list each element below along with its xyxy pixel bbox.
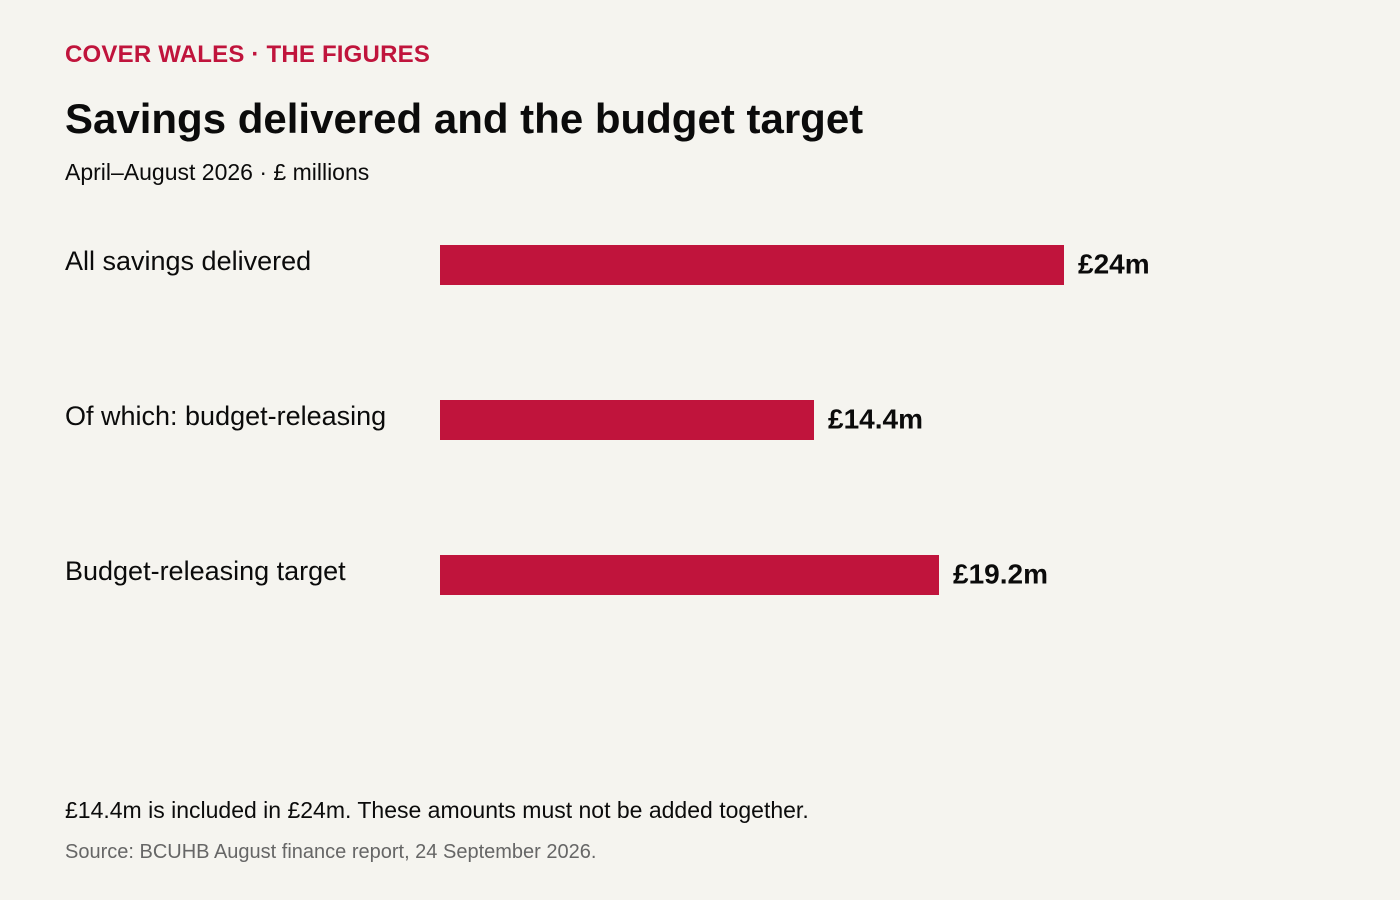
bar (440, 245, 1064, 285)
kicker: COVER WALES · THE FIGURES (65, 41, 431, 68)
source-line: Source: BCUHB August finance report, 24 … (65, 841, 597, 863)
category-label: All savings delivered (65, 246, 311, 276)
value-label: £19.2m (953, 558, 1048, 589)
footnote: £14.4m is included in £24m. These amount… (65, 797, 809, 823)
chart-title: Savings delivered and the budget target (65, 95, 864, 142)
bar (440, 555, 939, 595)
category-label: Budget-releasing target (65, 556, 346, 586)
value-label: £24m (1078, 248, 1150, 279)
value-label: £14.4m (828, 403, 923, 434)
chart-subtitle: April–August 2026 · £ millions (65, 159, 370, 185)
bar (440, 400, 814, 440)
category-label: Of which: budget-releasing (65, 401, 386, 431)
